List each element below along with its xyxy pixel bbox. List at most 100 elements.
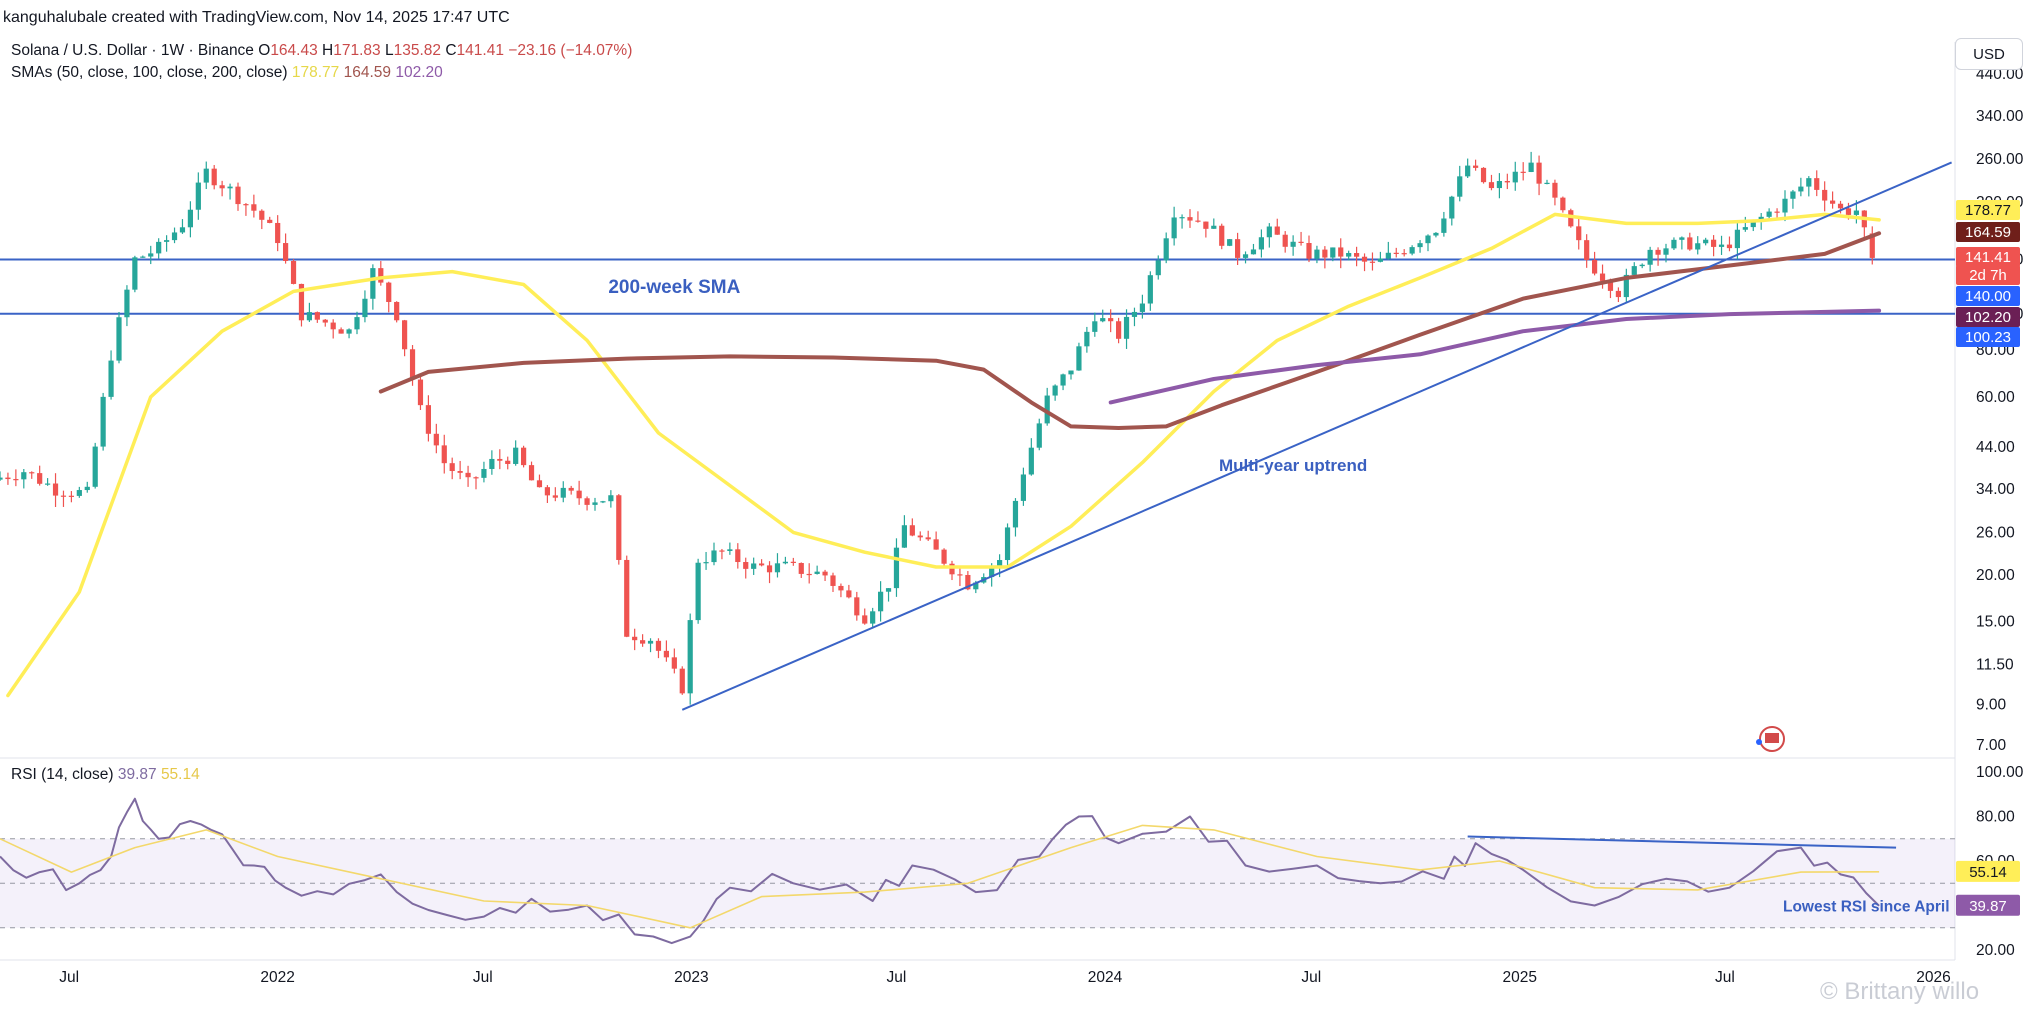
candle-down: [1584, 234, 1590, 268]
candle-body: [1203, 221, 1209, 229]
sma-legend[interactable]: SMAs (50, close, 100, close, 200, close)…: [11, 64, 443, 82]
candle-down: [417, 373, 424, 410]
candle-body: [1258, 237, 1264, 250]
candle-body: [497, 458, 503, 461]
candle-down: [338, 327, 344, 334]
price-label-box: [1956, 307, 2020, 327]
candle-down: [330, 319, 336, 339]
candle-down: [449, 457, 455, 480]
rsi-ma-legend-value: 55.14: [160, 766, 200, 783]
candle-down: [933, 531, 939, 550]
candle-body: [822, 571, 828, 576]
candle-down: [465, 465, 471, 487]
candle-body: [76, 490, 82, 496]
candle-body: [402, 320, 408, 350]
candle-up: [1227, 238, 1233, 247]
candle-up: [1092, 312, 1098, 337]
candle-down: [378, 261, 384, 286]
rsi-value-label: 39.87: [1956, 894, 2020, 916]
candle-body: [1187, 217, 1193, 221]
candle-body: [481, 468, 487, 478]
price-label-text: 100.23: [1965, 329, 2011, 346]
candle-body: [116, 317, 122, 361]
candle-body: [552, 495, 558, 498]
candle-down: [394, 301, 400, 323]
candle-up: [513, 440, 519, 466]
candle-body: [1322, 249, 1328, 258]
candle-body: [465, 472, 471, 478]
candle-down: [1235, 232, 1241, 265]
candle-down: [457, 460, 463, 480]
candle-body: [1711, 239, 1717, 247]
currency-button[interactable]: USD: [1955, 38, 2023, 70]
candle-body: [655, 640, 662, 651]
candle-body: [1139, 303, 1145, 312]
candle-body: [901, 525, 907, 548]
candle-up: [1250, 243, 1257, 255]
candle-down: [1369, 252, 1376, 271]
candle-body: [790, 561, 796, 563]
candle-up: [45, 478, 51, 486]
candle-down: [917, 531, 923, 541]
candle-down: [822, 569, 828, 581]
price-label-box: [1956, 265, 2020, 285]
candle-body: [1584, 240, 1590, 260]
candle-down: [251, 194, 257, 218]
candle-up: [814, 565, 820, 575]
candle-body: [1830, 200, 1836, 204]
candle-body: [259, 210, 265, 220]
candle-up: [1679, 236, 1685, 250]
candle-body: [211, 168, 217, 186]
candle-body: [719, 550, 725, 552]
candle-up: [1695, 236, 1701, 255]
candle-up: [1528, 151, 1534, 173]
candle-body: [1560, 197, 1566, 211]
price-tick-label: 15.00: [1976, 614, 2015, 631]
price-tick-label: 340.00: [1976, 108, 2024, 125]
candle-body: [870, 611, 876, 624]
candle-down: [584, 496, 590, 511]
candle-body: [1679, 237, 1685, 240]
candle-body: [632, 636, 638, 641]
candle-body: [1623, 274, 1629, 298]
candle-down: [806, 563, 812, 584]
candle-body: [219, 185, 225, 189]
candle-up: [1703, 237, 1709, 246]
uptrend-annotation: Multi-year uptrend: [1219, 456, 1367, 475]
candle-body: [1219, 225, 1225, 246]
candle-down: [473, 476, 479, 490]
price-label: 164.59: [1956, 222, 2020, 242]
candle-body: [663, 650, 669, 658]
event-flag-icon[interactable]: [1756, 726, 1785, 752]
candle-down: [1274, 218, 1280, 235]
candle-body: [1869, 233, 1875, 258]
symbol-title[interactable]: Solana / U.S. Dollar · 1W · Binance: [11, 42, 254, 59]
candle-body: [838, 585, 844, 591]
candle-body: [68, 495, 74, 497]
candle-down: [243, 203, 249, 216]
candle-body: [1504, 181, 1510, 183]
candle-up: [1465, 158, 1471, 179]
candle-up: [171, 227, 178, 244]
candle-up: [885, 588, 892, 602]
candle-up: [1512, 161, 1518, 191]
candle-down: [830, 572, 836, 592]
candle-up: [1385, 241, 1391, 260]
candle-up: [1290, 235, 1296, 256]
candle-down: [259, 209, 265, 230]
candle-body: [1782, 198, 1788, 213]
candle-body: [592, 502, 598, 505]
candle-up: [1798, 177, 1804, 197]
price-label-text: 2d 7h: [1969, 267, 2007, 284]
candle-body: [759, 563, 765, 566]
rsi-legend[interactable]: RSI (14, close) 39.87 55.14: [11, 766, 200, 784]
candle-down: [941, 548, 947, 568]
candle-body: [1369, 261, 1376, 263]
time-tick-label: Jul: [59, 969, 79, 986]
candle-body: [703, 562, 709, 564]
rsi-value-label-box: [1956, 894, 2020, 916]
candle-up: [1377, 251, 1383, 263]
candle-down: [1726, 236, 1733, 252]
